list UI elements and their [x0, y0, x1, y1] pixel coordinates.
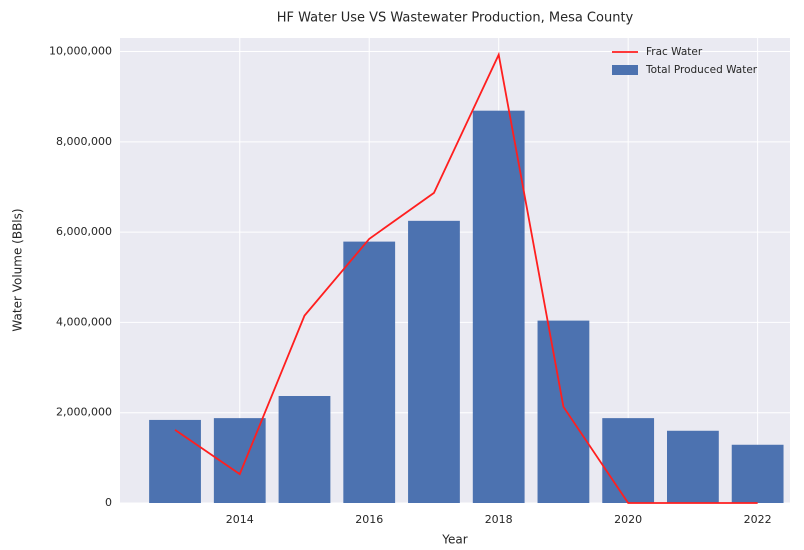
x-tick-label: 2020 [614, 513, 642, 526]
y-tick-label: 0 [105, 496, 112, 509]
y-tick-label: 10,000,000 [49, 45, 112, 58]
legend-label: Frac Water [646, 46, 703, 58]
chart-title: HF Water Use VS Wastewater Production, M… [277, 11, 634, 26]
x-axis-label: Year [441, 533, 467, 547]
y-tick-label: 4,000,000 [56, 315, 112, 328]
legend-swatch [612, 65, 638, 75]
y-tick-label: 8,000,000 [56, 135, 112, 148]
bar [731, 444, 784, 503]
x-tick-label: 2016 [355, 513, 383, 526]
x-tick-label: 2014 [226, 513, 254, 526]
bar [537, 320, 590, 503]
bar [149, 419, 201, 503]
y-tick-label: 2,000,000 [56, 406, 112, 419]
bar [408, 220, 460, 503]
bar [472, 110, 525, 504]
line [174, 51, 758, 504]
bar [602, 418, 655, 503]
x-tick-label: 2018 [485, 513, 513, 526]
x-tick-label: 2022 [744, 513, 772, 526]
y-axis-label: Water Volume (BBls) [11, 208, 25, 331]
legend-label: Total Produced Water [645, 64, 758, 76]
bar [667, 430, 719, 503]
y-tick-label: 6,000,000 [56, 225, 112, 238]
bar [343, 241, 396, 503]
bar [278, 396, 331, 503]
